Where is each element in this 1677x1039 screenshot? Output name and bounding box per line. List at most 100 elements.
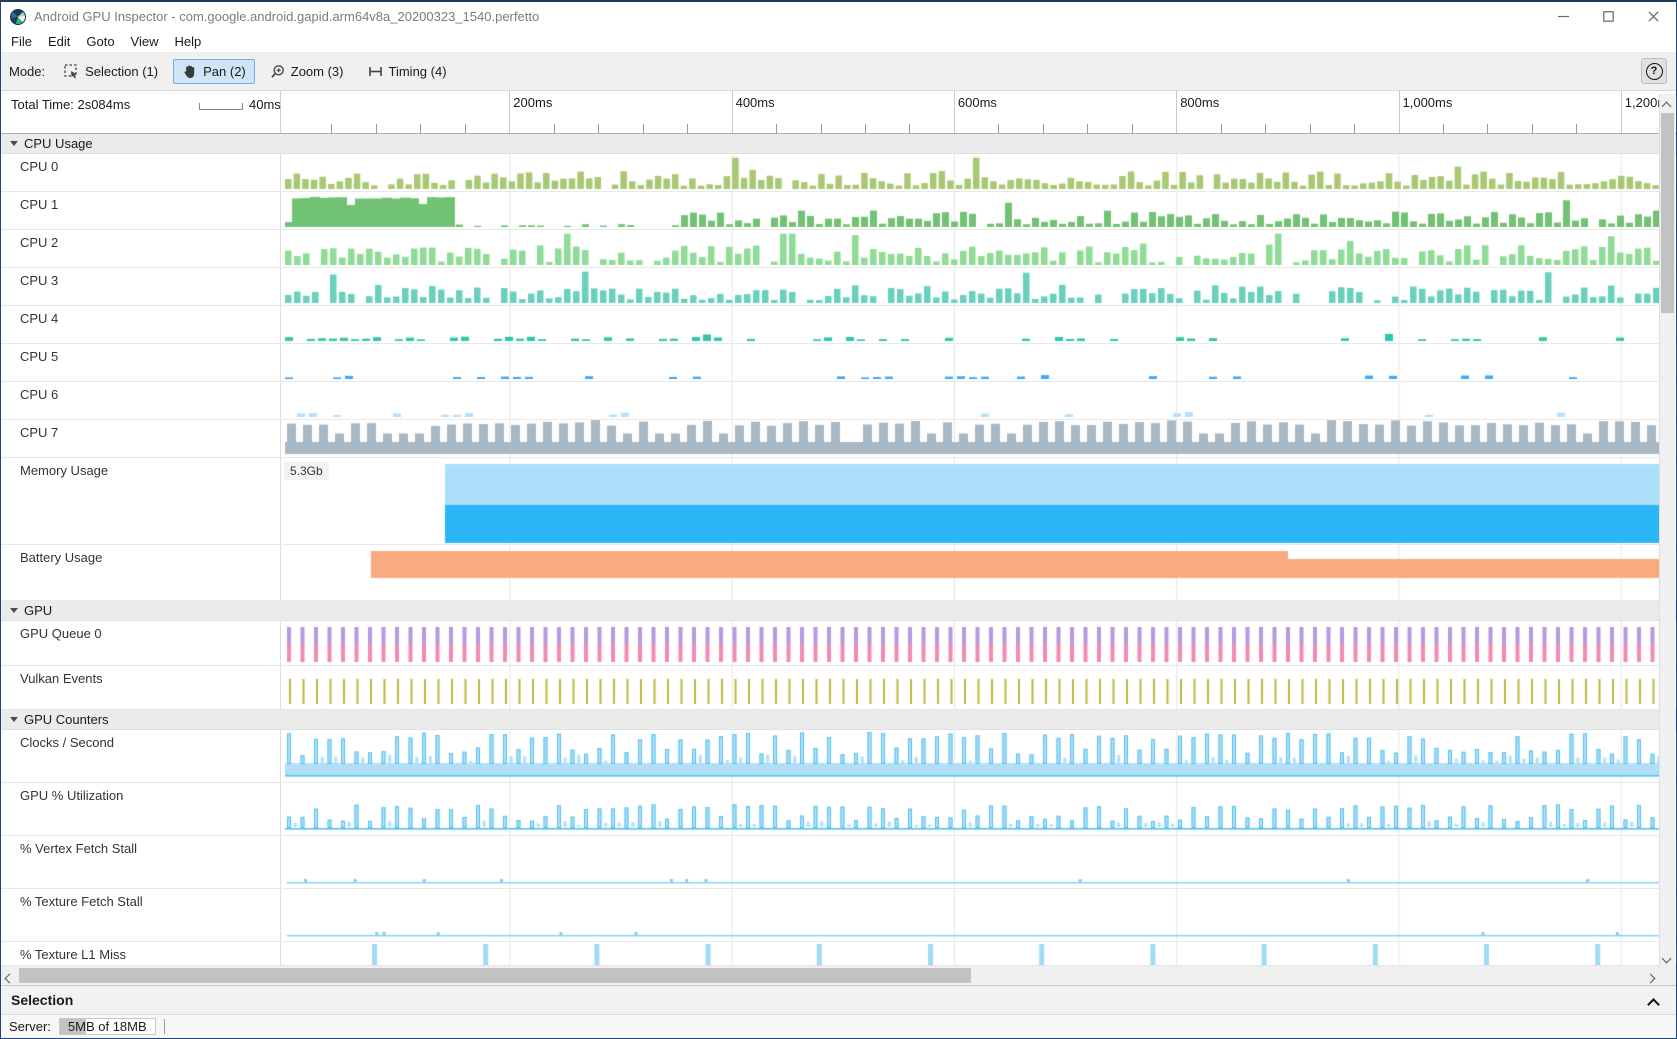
track-label: CPU 5	[20, 349, 58, 364]
vertical-scrollbar-thumb[interactable]	[1661, 113, 1674, 313]
mode-button-pan[interactable]: Pan (2)	[173, 59, 255, 84]
track-label-cell: GPU % Utilization	[1, 783, 281, 835]
ruler-tick-label: 1,200ms	[1625, 95, 1661, 110]
track-chart[interactable]	[281, 942, 1661, 965]
track-row-cpu-2: CPU 2	[1, 230, 1676, 268]
ruler-tick-label: 200ms	[513, 95, 552, 110]
chevron-up-icon[interactable]	[1649, 996, 1658, 1014]
track-row-cpu-1: CPU 1	[1, 192, 1676, 230]
track-chart[interactable]	[281, 268, 1661, 305]
horizontal-scrollbar-thumb[interactable]	[19, 968, 971, 983]
collapse-caret-icon	[10, 717, 18, 722]
scroll-down-icon[interactable]	[1663, 949, 1670, 967]
ruler-tick-label: 600ms	[958, 95, 997, 110]
mode-button-label: Timing (4)	[389, 64, 447, 79]
track-label: CPU 0	[20, 159, 58, 174]
track-row-vulkan-events: Vulkan Events	[1, 666, 1676, 710]
track-label: CPU 2	[20, 235, 58, 250]
menu-item-edit[interactable]: Edit	[40, 32, 78, 51]
track-chart[interactable]	[281, 192, 1661, 229]
track-chart[interactable]	[281, 230, 1661, 267]
menu-item-view[interactable]: View	[123, 32, 167, 51]
track-chart[interactable]	[281, 889, 1661, 941]
ruler-tick-label: 1,000ms	[1403, 95, 1453, 110]
help-button[interactable]: ?	[1641, 58, 1667, 84]
track-row-clocks-second: Clocks / Second	[1, 730, 1676, 783]
ruler-minor-tick	[331, 124, 332, 133]
menu-item-file[interactable]: File	[3, 32, 40, 51]
section-header-gpu-counters[interactable]: GPU Counters	[1, 710, 1676, 730]
ruler-minor-tick	[1043, 124, 1044, 133]
ruler-major-tick	[509, 91, 510, 133]
track-row-cpu-4: CPU 4	[1, 306, 1676, 344]
ruler-minor-tick	[909, 124, 910, 133]
section-header-gpu[interactable]: GPU	[1, 601, 1676, 621]
server-memory-meter: 5MB of 18MB	[59, 1018, 156, 1035]
ruler-tick-label: 800ms	[1180, 95, 1219, 110]
mode-button-zoom[interactable]: Zoom (3)	[261, 59, 353, 84]
zoom-mode-icon	[270, 64, 285, 79]
track-chart[interactable]	[281, 382, 1661, 419]
track-label-cell: CPU 0	[1, 154, 281, 191]
track-label: CPU 4	[20, 311, 58, 326]
track-label-cell: Memory Usage	[1, 458, 281, 544]
ruler-minor-tick	[776, 124, 777, 133]
track-chart[interactable]	[281, 783, 1661, 835]
ruler-ticks-area[interactable]: 200ms 400ms 600ms 800ms 1,000ms 1,200ms	[281, 91, 1661, 133]
track-chart[interactable]	[281, 621, 1661, 665]
track-label-cell: CPU 1	[1, 192, 281, 229]
track-row-memory-usage: Memory Usage5.3Gb	[1, 458, 1676, 545]
track-label: CPU 1	[20, 197, 58, 212]
close-icon[interactable]	[1631, 3, 1676, 30]
menu-bar: FileEditGotoViewHelp	[1, 31, 1676, 53]
menu-item-help[interactable]: Help	[167, 32, 210, 51]
section-header-cpu-usage[interactable]: CPU Usage	[1, 134, 1676, 154]
menu-item-goto[interactable]: Goto	[78, 32, 122, 51]
track-label-cell: % Vertex Fetch Stall	[1, 836, 281, 888]
collapse-caret-icon	[10, 141, 18, 146]
track-label-cell: CPU 5	[1, 344, 281, 381]
ruler-minor-tick	[687, 124, 688, 133]
track-label: CPU 7	[20, 425, 58, 440]
track-label-cell: CPU 3	[1, 268, 281, 305]
ruler-minor-tick	[465, 124, 466, 133]
track-chart[interactable]	[281, 154, 1661, 191]
selection-panel-header[interactable]: Selection	[1, 985, 1676, 1015]
track-label-cell: % Texture L1 Miss	[1, 942, 281, 965]
ruler-major-tick	[1621, 91, 1622, 133]
server-label: Server:	[9, 1019, 51, 1034]
track-chart[interactable]	[281, 458, 1661, 544]
track-chart[interactable]	[281, 730, 1661, 782]
scale-value-label: 40ms	[249, 97, 281, 112]
horizontal-scrollbar[interactable]	[1, 965, 1676, 985]
ruler-minor-tick	[1087, 124, 1088, 133]
track-chart[interactable]	[281, 545, 1661, 600]
window-title: Android GPU Inspector - com.google.andro…	[34, 9, 539, 24]
ruler-major-tick	[1176, 91, 1177, 133]
mode-button-selection[interactable]: Selection (1)	[55, 59, 167, 84]
track-label-cell: Battery Usage	[1, 545, 281, 600]
selection-panel-title: Selection	[11, 992, 73, 1008]
memory-value-label: 5.3Gb	[284, 462, 329, 480]
minimize-icon[interactable]	[1541, 3, 1586, 30]
track-chart[interactable]	[281, 420, 1661, 457]
status-separator	[164, 1019, 165, 1034]
track-chart[interactable]	[281, 666, 1661, 709]
track-label: Vulkan Events	[20, 671, 103, 686]
ruler-tick-label: 400ms	[736, 95, 775, 110]
section-label: GPU Counters	[24, 712, 109, 727]
ruler-minor-tick	[865, 124, 866, 133]
maximize-icon[interactable]	[1586, 3, 1631, 30]
mode-button-timing[interactable]: Timing (4)	[359, 59, 456, 84]
vertical-scrollbar[interactable]	[1659, 94, 1675, 970]
total-time-label: Total Time: 2s084ms	[11, 97, 130, 112]
mode-toolbar: Mode: Selection (1)Pan (2)Zoom (3)Timing…	[1, 53, 1676, 91]
track-chart[interactable]	[281, 306, 1661, 343]
help-icon: ?	[1646, 63, 1663, 80]
track-row--texture-l1-miss: % Texture L1 Miss	[1, 942, 1676, 965]
section-label: CPU Usage	[24, 136, 93, 151]
track-label: % Texture Fetch Stall	[20, 894, 143, 909]
selection-mode-icon	[64, 64, 79, 79]
track-chart[interactable]	[281, 836, 1661, 888]
track-chart[interactable]	[281, 344, 1661, 381]
